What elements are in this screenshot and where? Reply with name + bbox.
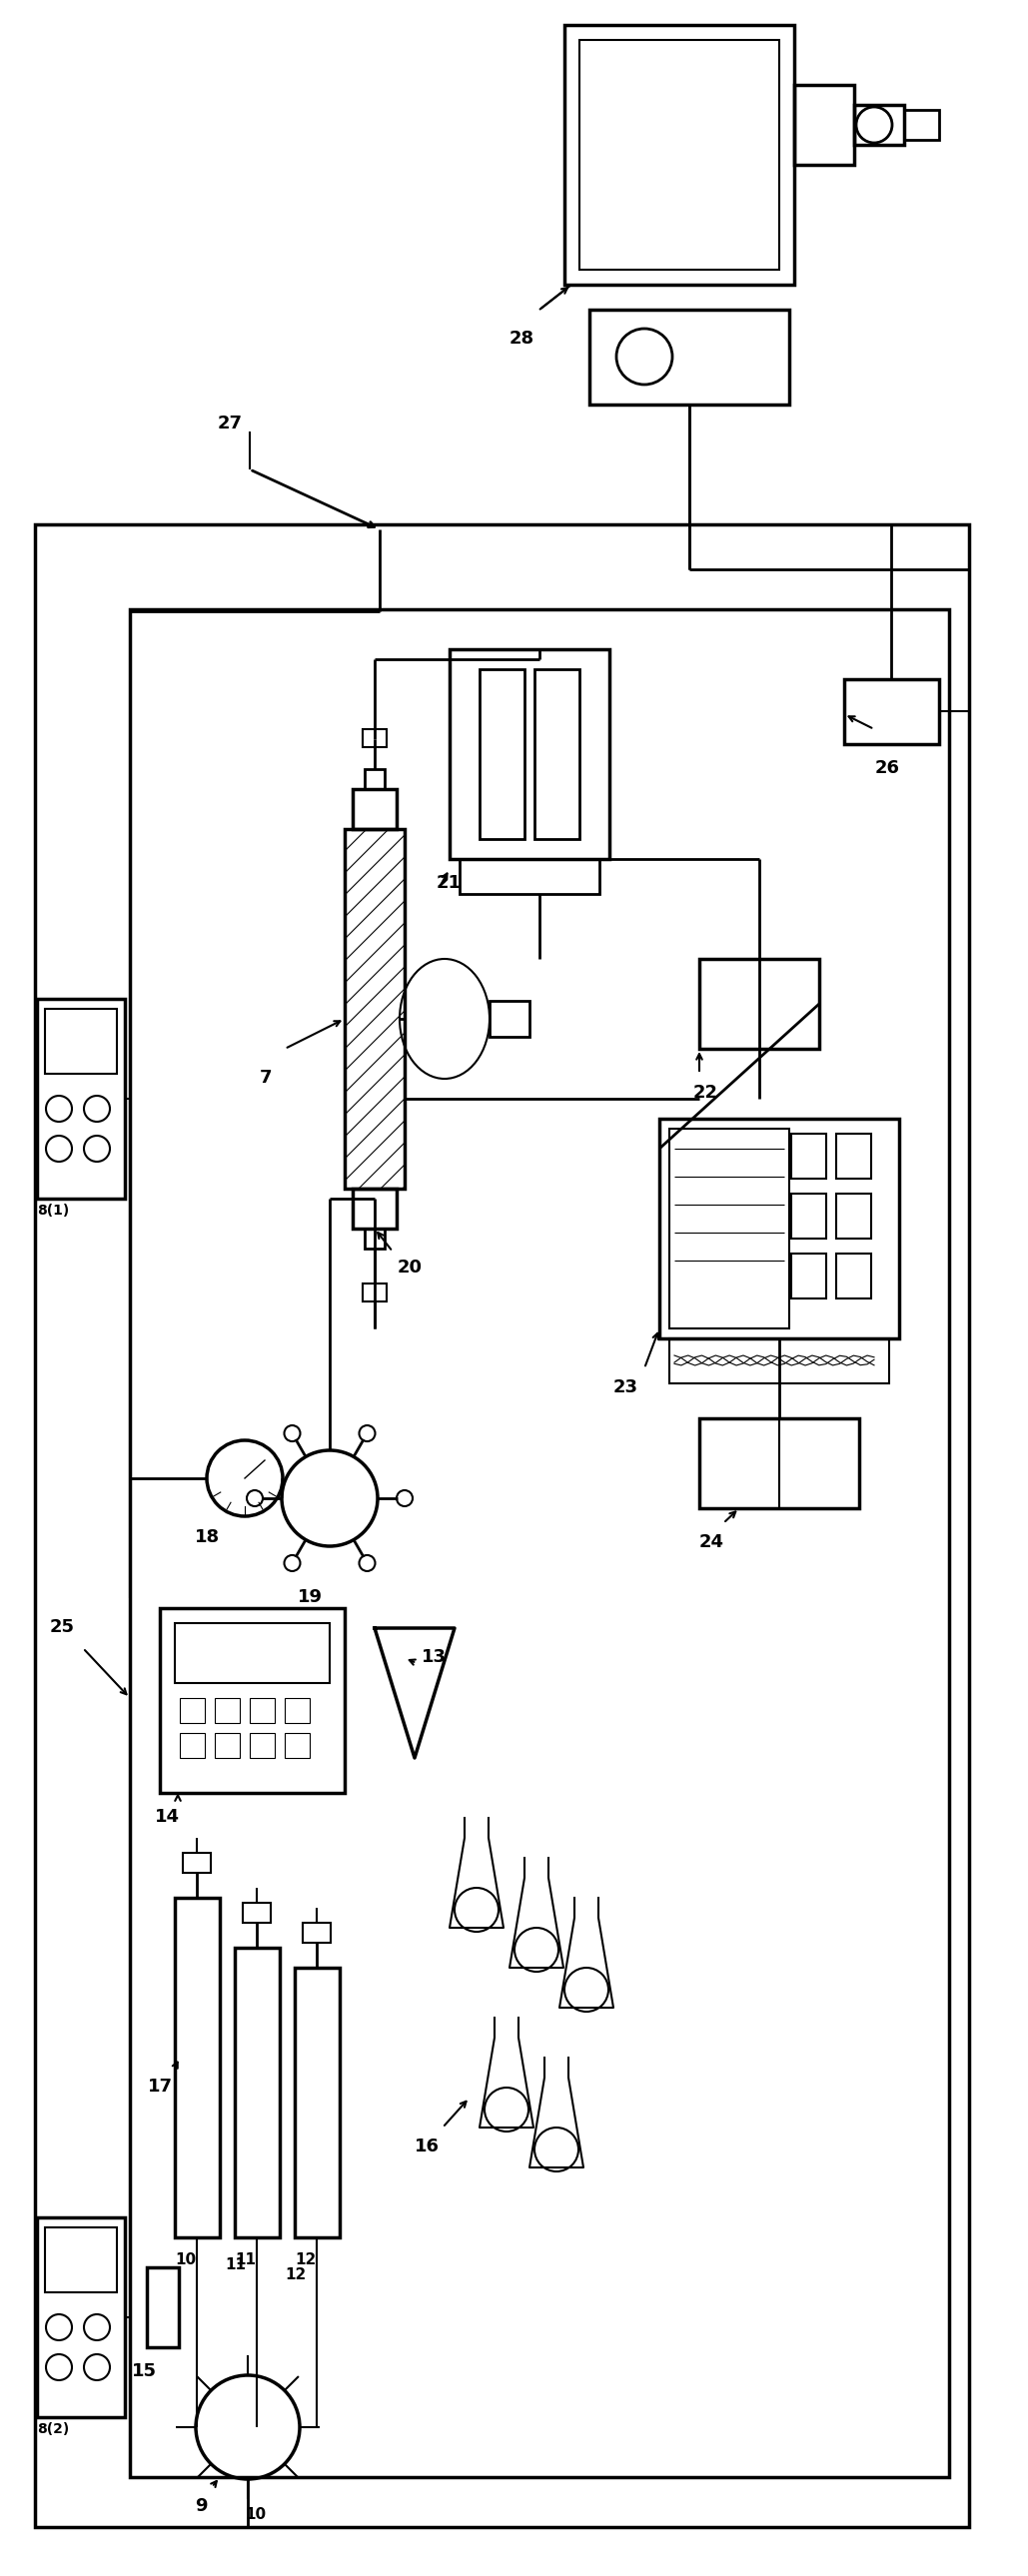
Bar: [792, 1193, 827, 1239]
Bar: [836, 1133, 871, 1180]
Text: 10: 10: [175, 2251, 196, 2267]
Bar: [564, 26, 795, 286]
Text: 24: 24: [699, 1533, 725, 1551]
Bar: [302, 1922, 331, 1942]
Text: 14: 14: [155, 1808, 180, 1826]
Bar: [844, 680, 940, 744]
Bar: [37, 2218, 124, 2416]
Bar: [365, 1229, 384, 1249]
Bar: [215, 1698, 240, 1723]
Text: 28: 28: [510, 330, 535, 348]
Text: 8(1): 8(1): [37, 1203, 69, 1218]
Bar: [365, 770, 384, 788]
Bar: [45, 1010, 117, 1074]
Text: 20: 20: [398, 1260, 423, 1278]
Bar: [659, 1118, 900, 1340]
Bar: [580, 41, 779, 270]
Bar: [344, 829, 405, 1188]
Bar: [699, 958, 819, 1048]
Bar: [363, 1283, 387, 1301]
Text: 26: 26: [875, 760, 901, 778]
Bar: [792, 1133, 827, 1180]
Bar: [669, 1128, 790, 1329]
Bar: [449, 649, 610, 858]
Bar: [460, 858, 599, 894]
Text: 7: 7: [260, 1069, 272, 1087]
Text: 23: 23: [614, 1378, 638, 1396]
Text: 25: 25: [50, 1618, 75, 1636]
Bar: [295, 1968, 339, 2239]
Bar: [479, 670, 524, 840]
Text: 19: 19: [298, 1589, 323, 1605]
Bar: [180, 1698, 205, 1723]
Bar: [285, 1734, 309, 1757]
Bar: [180, 1734, 205, 1757]
Bar: [589, 309, 790, 404]
Bar: [250, 1734, 274, 1757]
Bar: [363, 729, 387, 747]
Bar: [215, 1734, 240, 1757]
Bar: [250, 1698, 274, 1723]
Text: 11: 11: [234, 2251, 256, 2267]
Text: 10: 10: [245, 2506, 266, 2522]
Bar: [285, 1698, 309, 1723]
Bar: [904, 111, 940, 139]
Text: 16: 16: [414, 2138, 440, 2156]
Bar: [234, 1947, 280, 2239]
Text: 8(2): 8(2): [37, 2421, 69, 2437]
Bar: [147, 2267, 179, 2347]
Text: 17: 17: [148, 2079, 173, 2094]
Bar: [175, 1623, 330, 1682]
Text: 27: 27: [218, 415, 243, 433]
Text: 9: 9: [195, 2496, 208, 2514]
Bar: [183, 1852, 211, 1873]
Bar: [175, 1899, 220, 2239]
Bar: [699, 1419, 859, 1507]
Text: 11: 11: [225, 2257, 246, 2272]
Bar: [353, 1188, 397, 1229]
Text: 21: 21: [437, 873, 462, 891]
Text: 12: 12: [295, 2251, 316, 2267]
Text: 18: 18: [195, 1528, 220, 1546]
Bar: [159, 1607, 344, 1793]
Bar: [37, 999, 124, 1198]
Bar: [45, 2228, 117, 2293]
Bar: [836, 1193, 871, 1239]
Bar: [35, 526, 969, 2527]
Bar: [535, 670, 580, 840]
Text: 13: 13: [421, 1649, 446, 1667]
Bar: [854, 106, 904, 144]
Bar: [836, 1255, 871, 1298]
Bar: [130, 611, 949, 2478]
Bar: [353, 788, 397, 829]
Bar: [489, 1002, 529, 1036]
Bar: [795, 85, 854, 165]
Bar: [669, 1340, 889, 1383]
Text: 22: 22: [693, 1084, 719, 1103]
Bar: [792, 1255, 827, 1298]
Bar: [243, 1904, 270, 1922]
Text: 15: 15: [132, 2362, 157, 2380]
Text: 12: 12: [285, 2267, 306, 2282]
